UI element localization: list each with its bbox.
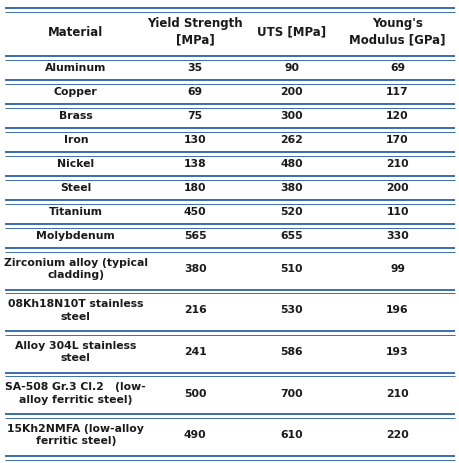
Text: Copper: Copper [54,87,98,97]
Text: 117: 117 [386,87,408,97]
Text: Molybdenum: Molybdenum [36,231,115,240]
Text: 262: 262 [280,135,302,144]
Text: 138: 138 [184,159,206,169]
Text: 200: 200 [386,182,408,193]
Text: 180: 180 [184,182,206,193]
Text: 110: 110 [386,206,408,217]
Text: 610: 610 [280,429,302,439]
Text: 480: 480 [280,159,302,169]
Text: Material: Material [48,25,103,38]
Text: Aluminum: Aluminum [45,63,106,73]
Text: Titanium: Titanium [49,206,103,217]
Text: Nickel: Nickel [57,159,94,169]
Text: 530: 530 [280,305,302,315]
Text: 380: 380 [184,263,206,273]
Text: 655: 655 [280,231,302,240]
Text: 196: 196 [386,305,408,315]
Text: 69: 69 [389,63,404,73]
Text: 520: 520 [280,206,302,217]
Text: 99: 99 [389,263,404,273]
Text: SA-508 Gr.3 Cl.2   (low-
alloy ferritic steel): SA-508 Gr.3 Cl.2 (low- alloy ferritic st… [6,382,146,404]
Text: 170: 170 [386,135,408,144]
Text: 565: 565 [184,231,206,240]
Text: 75: 75 [187,111,202,121]
Text: 69: 69 [187,87,202,97]
Text: 300: 300 [280,111,302,121]
Text: Zirconium alloy (typical
cladding): Zirconium alloy (typical cladding) [4,257,147,279]
Text: 510: 510 [280,263,302,273]
Text: 130: 130 [184,135,206,144]
Text: Alloy 304L stainless
steel: Alloy 304L stainless steel [15,340,136,363]
Text: 90: 90 [284,63,299,73]
Text: 15Kh2NMFA (low-alloy
ferritic steel): 15Kh2NMFA (low-alloy ferritic steel) [7,423,144,445]
Text: Yield Strength
[MPa]: Yield Strength [MPa] [147,18,242,46]
Text: 700: 700 [280,388,302,398]
Text: 220: 220 [386,429,408,439]
Text: 380: 380 [280,182,302,193]
Text: 193: 193 [386,346,408,356]
Text: 500: 500 [184,388,206,398]
Text: 120: 120 [386,111,408,121]
Text: 210: 210 [386,388,408,398]
Text: 241: 241 [183,346,206,356]
Text: 35: 35 [187,63,202,73]
Text: 586: 586 [280,346,302,356]
Text: 210: 210 [386,159,408,169]
Text: 490: 490 [184,429,206,439]
Text: 330: 330 [386,231,408,240]
Text: 216: 216 [183,305,206,315]
Text: UTS [MPa]: UTS [MPa] [257,25,326,38]
Text: Iron: Iron [63,135,88,144]
Text: 200: 200 [280,87,302,97]
Text: Young's
Modulus [GPa]: Young's Modulus [GPa] [349,18,445,46]
Text: 450: 450 [184,206,206,217]
Text: Brass: Brass [59,111,93,121]
Text: 08Kh18N10T stainless
steel: 08Kh18N10T stainless steel [8,299,143,321]
Text: Steel: Steel [60,182,91,193]
